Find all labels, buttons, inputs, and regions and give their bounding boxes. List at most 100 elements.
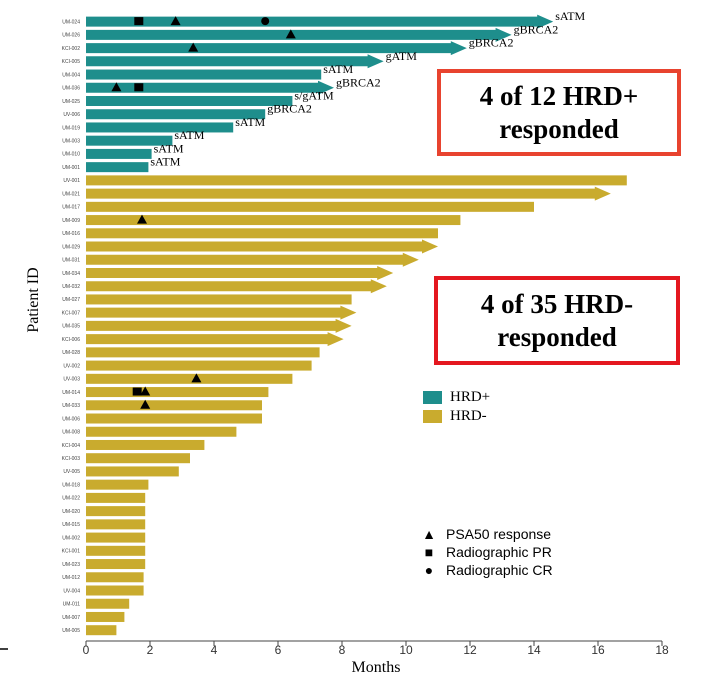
bar-um-011 (86, 598, 130, 609)
patient-id-label: UM-022 (62, 496, 80, 502)
bar-um-002 (86, 532, 146, 543)
bar-kci-003 (86, 453, 190, 464)
patient-id-label: UV-001 (63, 178, 80, 184)
mutation-label: gBRCA2 (469, 36, 514, 50)
bar-um-029 (86, 239, 438, 254)
patient-id-label: UM-036 (62, 86, 80, 92)
patient-id-label: UM-021 (62, 191, 80, 197)
bar-um-031 (86, 252, 419, 267)
bar-uv-001 (86, 175, 627, 186)
bar-um-016 (86, 228, 438, 239)
legend-label-radiographic-cr: Radiographic CR (446, 562, 553, 578)
mutation-label: sATM (555, 9, 585, 23)
legend-item-radiographic-cr: ● Radiographic CR (420, 561, 553, 579)
radiographic-pr-marker (134, 17, 144, 26)
patient-id-label: UM-016 (62, 231, 80, 237)
patient-id-label: UM-008 (62, 430, 80, 436)
legend-swatch-hrd-positive (423, 391, 442, 404)
radiographic-pr-marker (132, 387, 142, 396)
patient-id-label: UM-024 (62, 19, 80, 25)
bar-um-020 (86, 506, 146, 517)
patient-id-label: UV-006 (63, 112, 80, 118)
patient-id-label: KCI-005 (62, 59, 81, 65)
marker-legend: ▲ PSA50 response ■ Radiographic PR ● Rad… (420, 525, 553, 579)
patient-id-label: UV-005 (63, 469, 80, 475)
bar-um-025 (86, 95, 293, 106)
psa50-response-marker (140, 386, 151, 396)
patient-id-label: UM-004 (62, 72, 80, 78)
patient-id-label: UM-015 (62, 522, 80, 528)
callout-hrd-positive: 4 of 12 HRD+ responded (437, 69, 681, 156)
callout-hrd-positive-line2: responded (499, 113, 619, 144)
psa50-response-marker (137, 214, 147, 224)
bar-um-009 (86, 215, 461, 226)
x-axis-title: Months (352, 659, 401, 676)
patient-id-label: KCI-006 (62, 337, 81, 343)
patient-id-label: UM-028 (62, 350, 80, 356)
patient-id-label: KCI-002 (62, 46, 81, 52)
bar-um-033 (86, 400, 262, 411)
psa50-response-marker (111, 82, 122, 92)
legend-label-hrd-positive: HRD+ (450, 389, 491, 405)
mutation-label: s/gATM (294, 88, 334, 102)
bar-um-026 (86, 27, 512, 42)
bar-kci-006 (86, 332, 344, 347)
bar-um-022 (86, 492, 146, 503)
bar-um-017 (86, 201, 534, 212)
y-axis-title: Patient ID (25, 267, 42, 332)
x-tick-label: 14 (527, 643, 541, 657)
x-tick-label: 10 (399, 643, 413, 657)
patient-id-label: UV-003 (63, 377, 80, 383)
bar-uv-003 (86, 373, 293, 384)
bar-uv-002 (86, 360, 312, 371)
legend-label-psa50: PSA50 response (446, 526, 552, 542)
psa50-response-marker (191, 373, 202, 383)
patient-id-label: UM-006 (62, 416, 80, 422)
mutation-label: sATM (323, 62, 353, 76)
bar-um-004 (86, 69, 322, 80)
psa50-response-marker (188, 42, 199, 52)
bar-um-005 (86, 625, 117, 636)
patient-id-label: UM-034 (62, 271, 80, 277)
patient-id-label: UM-002 (62, 535, 80, 541)
bar-um-034 (86, 265, 394, 280)
bar-uv-005 (86, 466, 179, 477)
bar-um-006 (86, 413, 262, 424)
bar-um-001 (86, 162, 149, 173)
psa50-response-marker (285, 29, 296, 39)
patient-id-label: UM-009 (62, 218, 80, 224)
series-legend: HRD+ HRD- (423, 388, 490, 426)
x-axis: UM-024 UM-026 KCI-002 KCI-005 UM-004 UM-036 UM… (0, 19, 669, 657)
legend-item-psa50: ▲ PSA50 response (420, 525, 553, 543)
bar-um-012 (86, 572, 144, 583)
bar-uv-006 (86, 109, 266, 120)
psa50-response-marker (140, 399, 151, 409)
x-tick-label: 18 (655, 643, 669, 657)
mutation-label: sATM (150, 155, 180, 169)
patient-id-label: UM-031 (62, 258, 80, 264)
patient-id-label: UM-001 (62, 165, 80, 171)
callout-hrd-negative: 4 of 35 HRD- responded (434, 276, 680, 365)
patient-id-label: UM-019 (62, 125, 80, 131)
bar-um-027 (86, 294, 352, 305)
triangle-icon: ▲ (422, 526, 436, 542)
patient-id-label: UM-025 (62, 99, 80, 105)
patient-id-label: UM-026 (62, 33, 80, 39)
patient-id-label: UM-017 (62, 205, 80, 211)
patient-id-label: UM-027 (62, 297, 80, 303)
bar-um-035 (86, 318, 352, 333)
bar-um-018 (86, 479, 149, 490)
mutation-label: sATM (235, 115, 265, 129)
mutation-label: sATM (174, 128, 204, 142)
bar-um-032 (86, 279, 387, 294)
x-tick-label: 8 (339, 643, 346, 657)
patient-id-label: KCI-007 (62, 310, 81, 316)
bar-um-028 (86, 347, 320, 358)
patient-id-label: UM-020 (62, 509, 80, 515)
patient-id-label: UM-014 (62, 390, 80, 396)
bar-um-008 (86, 426, 237, 437)
callout-hrd-negative-line2: responded (497, 321, 617, 352)
markers-layer: sATMgBRCA2gBRCA2gATMsATMgBRCA2s/gATMgBRC… (111, 9, 586, 409)
patient-id-label: UV-002 (63, 363, 80, 369)
bar-um-015 (86, 519, 146, 530)
